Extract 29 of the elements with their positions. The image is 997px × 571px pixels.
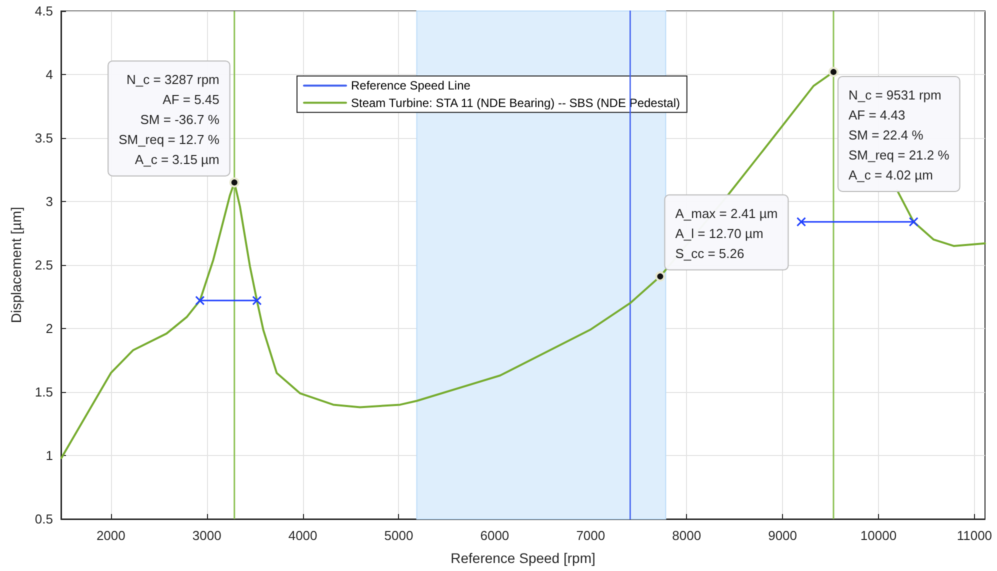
x-tick-label: 5000 <box>384 528 414 543</box>
annotation: N_c = 9531 rpm AF = 4.43 SM = 22.4 % SM_req = 21.2 % A_c = 4.02 µm <box>848 87 950 182</box>
y-tick-label: 4.5 <box>34 4 53 18</box>
legend-label: Reference Speed Line <box>351 78 471 93</box>
point <box>796 217 806 227</box>
y-tick-label: 2 <box>46 321 53 336</box>
x-tick-label: 3000 <box>192 528 222 543</box>
annotation: A_max = 2.41 µm A_l = 12.70 µm S_cc = 5.26 <box>675 206 778 261</box>
x-tick-label: 11000 <box>956 528 992 543</box>
point <box>195 296 205 306</box>
y-tick-label: 1 <box>46 448 53 463</box>
legend-label: Steam Turbine: STA 11 (NDE Bearing) -- SBS (NDE Pedestal) <box>351 96 680 110</box>
x-tick-label: 10000 <box>860 528 897 543</box>
x-axis-title: Reference Speed [rpm] <box>450 550 596 566</box>
x-tick-label: 9000 <box>768 528 798 543</box>
x-tick-label: 7000 <box>576 528 606 543</box>
y-tick-label: 3.5 <box>34 130 53 146</box>
y-axis-title: Displacement [µm] <box>8 206 24 324</box>
x-tick-label: 2000 <box>96 528 126 543</box>
y-tick-label: 1.5 <box>34 384 53 400</box>
point <box>252 296 262 306</box>
x-tick-label: 4000 <box>288 528 318 543</box>
y-tick-label: 3 <box>46 194 53 209</box>
y-tick-label: 4 <box>46 67 53 82</box>
annotation: N_c = 3287 rpm AF = 5.45 SM = -36.7 % SM_req = 12.7 % A_c = 3.15 µm <box>118 72 220 167</box>
x-tick-label: 8000 <box>672 528 702 543</box>
y-tick-label: 0.5 <box>34 512 53 526</box>
y-tick-label: 2.5 <box>34 258 53 272</box>
x-tick-label: 6000 <box>480 528 510 543</box>
